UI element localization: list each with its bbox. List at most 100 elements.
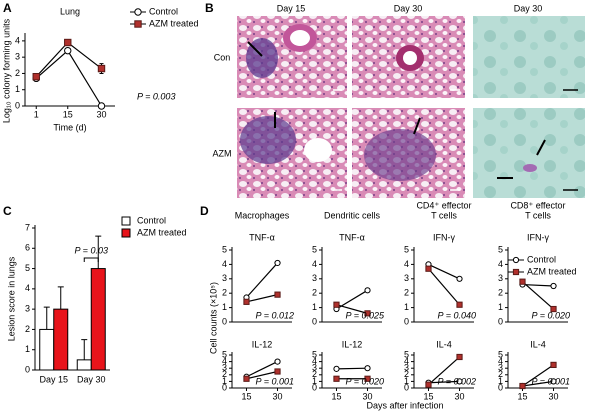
y-tick-label: 3 — [404, 363, 409, 373]
y-tick-label: 1 — [404, 302, 409, 312]
legend-label: Control — [137, 215, 166, 225]
error-bar — [43, 306, 50, 330]
marker — [425, 381, 432, 388]
marker — [274, 368, 281, 375]
marker — [456, 275, 463, 282]
row-label: Con — [214, 52, 231, 62]
y-tick-label: 0 — [498, 382, 503, 392]
marker — [243, 298, 250, 305]
y-tick-label: 1 — [25, 344, 30, 354]
p-value: P = 0.03 — [75, 245, 108, 255]
marker — [512, 268, 520, 276]
marker — [333, 301, 340, 308]
y-tick-label: 5 — [498, 349, 503, 359]
column-label: Day 30 — [394, 3, 423, 13]
y-tick-label: 2 — [222, 369, 227, 379]
x-axis-label: Time (d) — [53, 122, 86, 132]
x-tick-label: 30 — [363, 391, 373, 401]
marker — [243, 375, 250, 382]
y-tick-label: 3 — [222, 273, 227, 283]
group-header: T cells — [431, 210, 457, 220]
y-tick-label: 2 — [404, 369, 409, 379]
y-tick-label: 1 — [222, 376, 227, 386]
series-line — [522, 364, 554, 387]
legend-swatch — [121, 216, 131, 226]
panel-label: B — [205, 1, 214, 15]
x-tick-label: 15 — [241, 391, 251, 401]
marker — [519, 382, 526, 390]
y-tick-label: 4 — [498, 356, 503, 366]
arrow — [247, 41, 263, 57]
micrograph — [237, 16, 347, 98]
lesion — [364, 129, 436, 181]
panel-label: C — [3, 204, 12, 218]
chart-title: IL-4 — [436, 339, 452, 349]
y-tick-label: 0 — [222, 316, 227, 326]
marker — [333, 375, 340, 382]
y-tick-label: 1 — [498, 376, 503, 386]
y-tick-label: 4 — [498, 259, 503, 269]
marker — [550, 305, 557, 313]
p-value: P = 0.001 — [532, 376, 570, 386]
micrograph-image — [473, 108, 585, 198]
bacilli — [523, 164, 537, 172]
y-tick-label: 1 — [222, 302, 227, 312]
error-bar — [95, 235, 102, 269]
bar — [53, 308, 69, 371]
marker — [32, 72, 40, 81]
p-value: P = 0.012 — [256, 310, 294, 320]
micrograph — [352, 16, 465, 98]
marker — [134, 8, 142, 16]
series-line — [428, 263, 460, 280]
legend-label: AZM treated — [527, 266, 577, 276]
y-tick-label: 6 — [25, 243, 30, 253]
marker — [456, 378, 463, 385]
p-value: P = 0.001 — [256, 376, 294, 386]
series-line — [246, 370, 278, 380]
marker — [550, 282, 557, 290]
bar — [90, 268, 106, 371]
y-tick-label: 5 — [222, 349, 227, 359]
y-tick-label: 2 — [498, 369, 503, 379]
p-value: P = 0.025 — [346, 310, 385, 320]
y-tick-label: 2 — [404, 288, 409, 298]
y-tick-label: 5 — [25, 263, 30, 273]
y-tick-label: 5 — [312, 349, 317, 359]
panel-label: D — [200, 204, 209, 218]
marker — [274, 291, 281, 298]
y-tick-label: 4 — [312, 356, 317, 366]
chart-title: IFN-γ — [433, 232, 455, 242]
y-tick-label: 3 — [312, 273, 317, 283]
x-tick-label: 15 — [517, 391, 527, 401]
marker — [456, 301, 463, 308]
series-line — [246, 361, 278, 378]
y-tick-label: 5 — [498, 244, 503, 254]
marker — [519, 278, 526, 285]
x-tick-label: 15 — [63, 109, 73, 119]
x-tick-label: 15 — [331, 391, 341, 401]
series-line — [246, 294, 278, 303]
series-line — [522, 283, 554, 287]
x-tick-label: Day 15 — [39, 374, 68, 384]
y-axis-label: Lesion score in lungs — [6, 256, 16, 341]
marker — [456, 353, 463, 361]
arrow — [536, 139, 546, 156]
chart-title: IFN-γ — [527, 232, 549, 242]
arrow — [413, 117, 421, 135]
y-tick-label: 3 — [222, 363, 227, 373]
y-tick-label: 1 — [15, 84, 20, 94]
y-tick-label: 0 — [498, 316, 503, 326]
marker — [274, 259, 281, 267]
chart-title: IL-4 — [530, 339, 546, 349]
column-label: Day 30 — [514, 3, 543, 13]
chart-title: TNF-α — [249, 232, 275, 242]
y-tick-label: 4 — [25, 283, 30, 293]
marker — [274, 358, 281, 365]
y-axis-label: Cell counts (×10⁵) — [208, 282, 218, 354]
airway-lumen — [403, 51, 417, 65]
chart-title: IL-12 — [342, 339, 363, 349]
marker — [97, 102, 106, 110]
y-tick-label: 5 — [404, 349, 409, 359]
